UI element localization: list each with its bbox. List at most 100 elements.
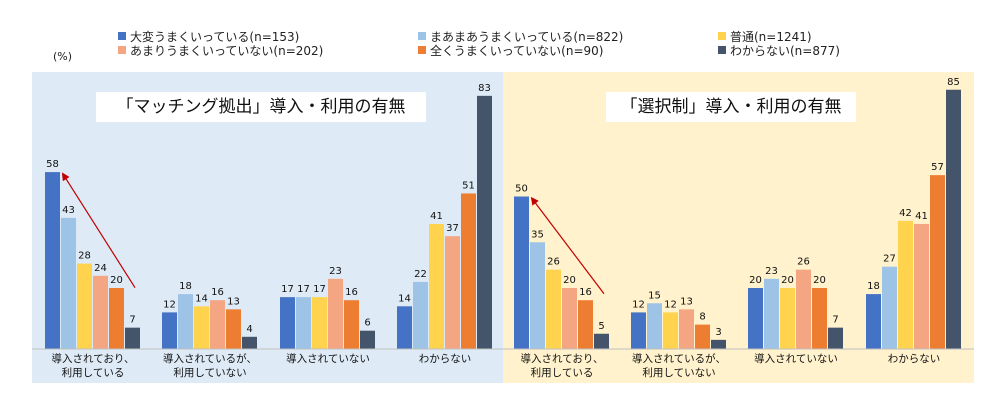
legend-item: わからない(n=877): [718, 44, 840, 58]
bar: [514, 196, 529, 349]
data-label: 27: [883, 254, 896, 265]
bar: [360, 330, 375, 349]
bar: [882, 266, 897, 349]
trend-arrow: [530, 196, 605, 295]
bar: [679, 309, 694, 349]
bar: [828, 327, 843, 349]
data-label: 16: [211, 287, 224, 298]
bar: [226, 309, 241, 349]
bar: [242, 336, 257, 349]
bar: [663, 312, 678, 349]
legend-swatch: [418, 46, 426, 54]
panel-title-matching: 「マッチング拠出」導入・利用の有無: [96, 92, 426, 122]
bar: [93, 275, 108, 349]
legend-swatch: [118, 46, 126, 54]
data-label: 14: [398, 293, 411, 304]
data-label: 42: [899, 208, 912, 219]
data-label: 28: [78, 251, 91, 262]
category-label: 導入されていない: [286, 352, 370, 365]
bar: [898, 220, 913, 349]
bar: [429, 223, 444, 349]
bar: [312, 297, 327, 349]
data-label: 8: [699, 312, 705, 323]
legend-label: 全くうまくいっていない(n=90): [430, 44, 604, 58]
bar: [477, 95, 492, 349]
bar: [280, 297, 295, 349]
data-label: 57: [931, 162, 944, 173]
bar: [61, 217, 76, 349]
category-label: 導入されており、: [52, 352, 135, 365]
bar: [812, 288, 827, 349]
data-label: 7: [832, 315, 838, 326]
legend-item: 大変うまくいっている(n=153): [118, 30, 299, 44]
category-label: 利用している: [62, 367, 125, 379]
legend-item: まあまあうまくいっている(n=822): [418, 30, 623, 44]
bar: [647, 303, 662, 349]
bar: [461, 193, 476, 349]
data-label: 58: [46, 159, 59, 170]
category-label: 利用していない: [642, 367, 715, 379]
legend-item: 全くうまくいっていない(n=90): [418, 44, 603, 58]
bar: [546, 269, 561, 349]
bar: [344, 300, 359, 349]
legend-swatch: [418, 32, 426, 40]
data-label: 5: [598, 321, 604, 332]
legend-item: 普通(n=1241): [718, 30, 812, 44]
data-label: 35: [531, 229, 544, 240]
bar: [45, 172, 60, 349]
data-label: 16: [345, 287, 358, 298]
data-label: 14: [195, 293, 208, 304]
data-label: 18: [867, 281, 880, 292]
bar: [210, 300, 225, 349]
bar: [946, 89, 961, 349]
bar: [562, 288, 577, 349]
legend-swatch: [718, 46, 726, 54]
legend-label: あまりうまくいっていない(n=202): [130, 44, 324, 58]
category-label: わからない: [419, 353, 472, 365]
category-label: 導入されているが、: [632, 352, 726, 365]
data-label: 50: [515, 184, 528, 195]
legend-swatch: [118, 32, 126, 40]
bar: [631, 312, 646, 349]
bar: [296, 297, 311, 349]
category-label: 導入されており、: [521, 352, 604, 365]
category-label: 利用していない: [173, 367, 246, 379]
data-label: 83: [478, 83, 491, 94]
data-label: 37: [446, 223, 459, 234]
data-label: 20: [781, 275, 794, 286]
bar: [594, 333, 609, 349]
bar: [578, 300, 593, 349]
data-label: 51: [462, 180, 475, 191]
legend-swatch: [718, 32, 726, 40]
bar: [194, 306, 209, 349]
data-label: 12: [664, 299, 677, 310]
data-label: 6: [364, 318, 370, 329]
data-label: 7: [129, 315, 135, 326]
bar: [711, 339, 726, 349]
data-label: 22: [414, 269, 427, 280]
data-label: 17: [281, 284, 294, 295]
data-label: 20: [749, 275, 762, 286]
bar: [397, 306, 412, 349]
data-label: 3: [715, 327, 721, 338]
data-label: 85: [947, 77, 960, 88]
data-label: 4: [246, 324, 252, 335]
data-label: 26: [797, 257, 810, 268]
data-label: 12: [163, 299, 176, 310]
data-label: 41: [915, 211, 928, 222]
bar: [930, 175, 945, 349]
data-label: 20: [110, 275, 123, 286]
legend-label: 大変うまくいっている(n=153): [130, 30, 300, 44]
data-label: 43: [62, 205, 75, 216]
panel-title-selection: 「選択制」導入・利用の有無: [606, 92, 856, 122]
bar: [780, 288, 795, 349]
data-label: 23: [765, 266, 778, 277]
bar: [866, 294, 881, 349]
data-label: 41: [430, 211, 443, 222]
category-label: 導入されているが、: [163, 352, 257, 365]
bar: [445, 236, 460, 349]
bar: [125, 327, 140, 349]
legend-label: わからない(n=877): [730, 44, 840, 58]
data-label: 17: [297, 284, 310, 295]
